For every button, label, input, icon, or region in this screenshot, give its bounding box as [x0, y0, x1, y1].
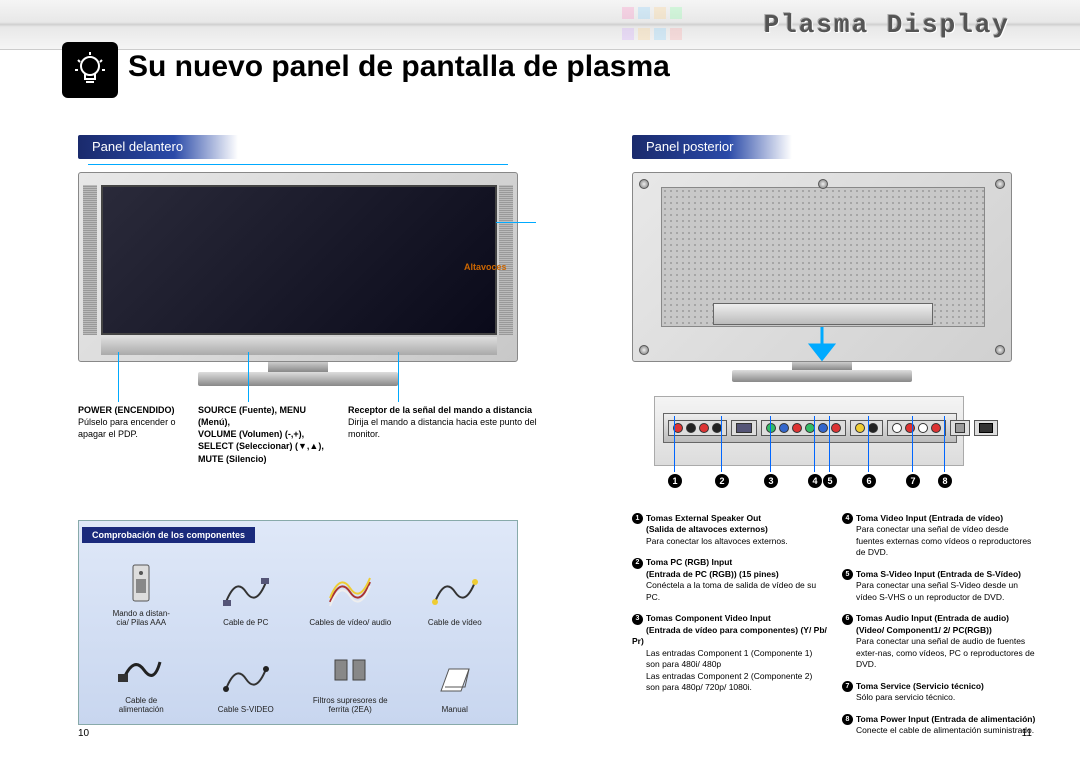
col2-l3: SELECT (Seleccionar) (▼,▲), — [198, 441, 324, 451]
tv-front-illustration — [78, 172, 518, 397]
arrow-down-icon — [807, 327, 837, 367]
tab-rear-panel: Panel posterior — [632, 135, 792, 159]
page-number-left: 10 — [78, 728, 89, 739]
col3-heading: Receptor de la señal del mando a distanc… — [348, 405, 532, 415]
feature-item: 7Toma Service (Servicio técnico)Sólo par… — [842, 681, 1037, 704]
component-item: Cable S-VIDEO — [198, 633, 295, 715]
video-svideo-jacks — [850, 420, 883, 436]
component-jacks — [761, 420, 846, 436]
connector-panel — [654, 396, 964, 466]
feature-item: 3Tomas Component Video Input(Entrada de … — [632, 613, 827, 693]
pc-rgb-jack — [731, 420, 757, 436]
component-item: Filtros supresores de ferrita (2EA) — [302, 633, 399, 715]
feature-item: 5Toma S-Video Input (Entrada de S-Vídeo)… — [842, 569, 1037, 603]
feature-item: 1Tomas External Speaker Out(Salida de al… — [632, 513, 827, 547]
feature-item: 4Toma Video Input (Entrada de vídeo)Para… — [842, 513, 1037, 559]
component-item: Cable de vídeo — [407, 545, 504, 627]
component-item: Cable de alimentación — [93, 633, 190, 715]
audio-jacks — [887, 420, 946, 436]
components-box: Mando a distan- cia/ Pilas AAACable de P… — [78, 520, 518, 725]
feature-item: 8Toma Power Input (Entrada de alimentaci… — [842, 714, 1037, 737]
component-item: Cables de vídeo/ audio — [302, 545, 399, 627]
service-jack — [950, 420, 970, 436]
tv-rear-illustration — [632, 172, 1012, 387]
col2-l1: SOURCE (Fuente), MENU (Menú), — [198, 405, 306, 427]
lightbulb-icon — [62, 42, 118, 98]
power-jack — [974, 420, 998, 436]
speaker-out-jacks — [668, 420, 727, 436]
component-item: Manual — [407, 633, 504, 715]
col3-desc: Dirija el mando a distancia hacia este p… — [348, 417, 537, 439]
components-header: Comprobación de los componentes — [82, 527, 255, 543]
speaker-label: Altavoces — [464, 262, 507, 272]
page-title: Su nuevo panel de pantalla de plasma — [128, 50, 670, 84]
component-item: Mando a distan- cia/ Pilas AAA — [93, 545, 190, 627]
tab-front-panel: Panel delantero — [78, 135, 238, 159]
feature-item: 2Toma PC (RGB) Input(Entrada de PC (RGB)… — [632, 557, 827, 603]
topbar-title: Plasma Display — [764, 10, 1010, 40]
page-number-right: 11 — [1022, 728, 1032, 739]
col1-heading: POWER (ENCENDIDO) — [78, 405, 175, 415]
feature-item: 6Tomas Audio Input (Entrada de audio)(Vi… — [842, 613, 1037, 670]
connector-numbers: 1 2 3 4 5 6 7 8 — [654, 468, 964, 492]
component-item: Cable de PC — [198, 545, 295, 627]
col2-l2: VOLUME (Volumen) (-,+), — [198, 429, 304, 439]
col1-desc: Púlselo para encender o apagar el PDP. — [78, 417, 176, 439]
topbar: Plasma Display — [0, 0, 1080, 50]
col2-l4: MUTE (Silencio) — [198, 454, 267, 464]
